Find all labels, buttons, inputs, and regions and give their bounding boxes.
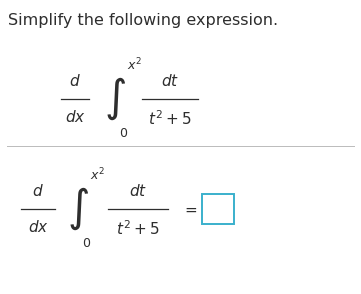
Text: $0$: $0$ — [82, 237, 91, 250]
Text: $x^2$: $x^2$ — [127, 56, 142, 73]
Text: $t^2+5$: $t^2+5$ — [116, 219, 160, 238]
Text: $\mathit{dx}$: $\mathit{dx}$ — [27, 219, 48, 235]
Text: $\mathit{dt}$: $\mathit{dt}$ — [161, 73, 179, 89]
Text: Simplify the following expression.: Simplify the following expression. — [8, 13, 278, 28]
Text: $t^2+5$: $t^2+5$ — [148, 109, 192, 128]
Text: $\mathit{d}$: $\mathit{d}$ — [69, 73, 81, 89]
Text: $x^2$: $x^2$ — [90, 166, 105, 183]
Text: $\mathit{dx}$: $\mathit{dx}$ — [65, 109, 86, 125]
Text: $0$: $0$ — [119, 127, 128, 140]
Text: $\mathit{dt}$: $\mathit{dt}$ — [129, 183, 147, 199]
Text: $=$: $=$ — [182, 201, 198, 216]
Text: $\int$: $\int$ — [104, 76, 126, 122]
Bar — [202, 194, 234, 224]
Text: $\mathit{d}$: $\mathit{d}$ — [32, 183, 44, 199]
Text: $\int$: $\int$ — [67, 186, 89, 232]
